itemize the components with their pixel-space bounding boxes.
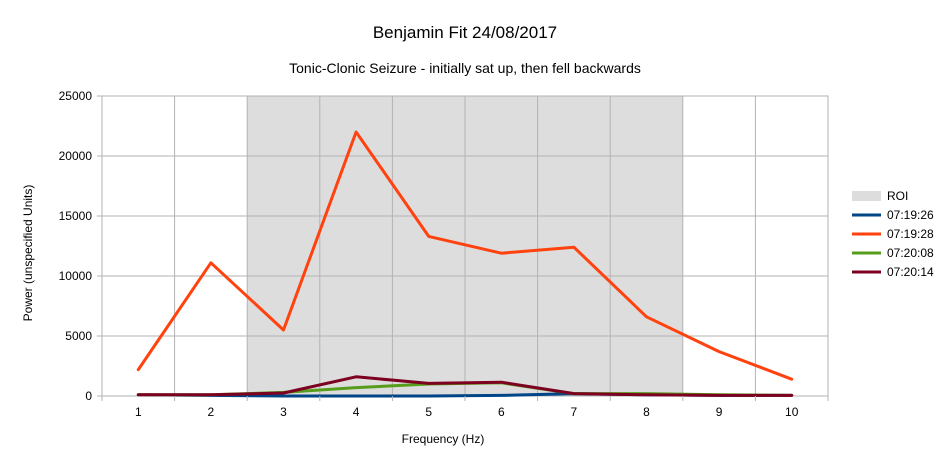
y-axis-label: Power (unspecified Units) — [21, 185, 35, 322]
series-line — [136, 375, 794, 397]
x-tick-label: 7 — [571, 405, 578, 419]
x-tick-label: 3 — [280, 405, 287, 419]
y-tick-label: 10000 — [59, 269, 93, 283]
axes: 0 5000 10000 15000 20000 25000 1 2 3 4 5 6 7 8 9 10 — [59, 89, 829, 419]
x-tick-label: 5 — [425, 405, 432, 419]
y-tick-label: 5000 — [65, 329, 92, 343]
legend-label: 07:20:14 — [887, 265, 934, 279]
x-axis-label: Frequency (Hz) — [402, 432, 485, 446]
legend-label: 07:19:26 — [887, 208, 934, 222]
y-tick-label: 25000 — [59, 89, 93, 103]
y-tick-label: 0 — [85, 389, 92, 403]
x-tick-label: 6 — [498, 405, 505, 419]
legend-label: 07:20:08 — [887, 246, 934, 260]
x-tick-label: 9 — [716, 405, 723, 419]
chart-subtitle: Tonic-Clonic Seizure - initially sat up,… — [289, 60, 641, 76]
grid — [101, 95, 829, 397]
legend: ROI 07:19:26 07:19:28 07:20:08 07:20:14 — [852, 189, 934, 279]
x-tick-label: 8 — [643, 405, 650, 419]
y-tick-label: 15000 — [59, 209, 93, 223]
series-lines — [136, 130, 794, 398]
x-tick-label: 4 — [353, 405, 360, 419]
y-tick-label: 20000 — [59, 149, 93, 163]
series-line — [136, 130, 794, 381]
legend-swatch — [852, 191, 881, 201]
x-tick-label: 2 — [208, 405, 215, 419]
x-tick-label: 1 — [135, 405, 142, 419]
chart-title: Benjamin Fit 24/08/2017 — [373, 23, 557, 42]
x-tick-label: 10 — [785, 405, 799, 419]
legend-label: 07:19:28 — [887, 227, 934, 241]
legend-label: ROI — [887, 189, 908, 203]
